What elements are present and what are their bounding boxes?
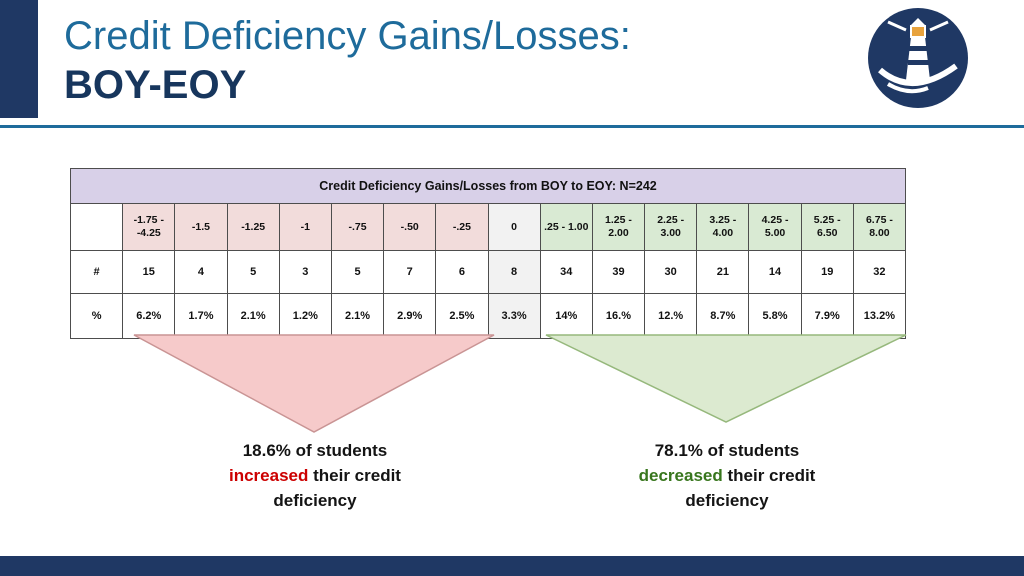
range-header-cell: -1 <box>278 203 332 251</box>
decreased-line2-rest: their credit <box>722 466 816 485</box>
increased-highlight: increased <box>229 466 309 485</box>
count-row-label: # <box>69 250 124 294</box>
count-cell: 21 <box>696 250 750 294</box>
range-header-cell: -.50 <box>383 203 437 251</box>
credit-deficiency-table: Credit Deficiency Gains/Losses from BOY … <box>69 168 907 339</box>
increased-annotation: 18.6% of students increased their credit… <box>200 438 430 513</box>
percent-row-label: % <box>69 293 124 339</box>
count-cell: 6 <box>435 250 489 294</box>
title-divider-line <box>0 125 1024 128</box>
count-cell: 5 <box>330 250 385 294</box>
percent-cell: 14% <box>539 293 593 339</box>
range-header-cell: -.75 <box>330 203 385 251</box>
count-cell: 7 <box>383 250 437 294</box>
range-header-cell: -.25 <box>435 203 489 251</box>
decreased-annotation: 78.1% of students decreased their credit… <box>612 438 842 513</box>
range-header-cell: -1.75 - -4.25 <box>122 203 176 251</box>
range-header-cell: 0 <box>487 203 541 251</box>
range-header-cell: 1.25 - 2.00 <box>591 203 646 251</box>
table-header-row: -1.75 - -4.25 -1.5 -1.25 -1 -.75 -.50 -.25 0.25… <box>69 203 907 251</box>
percent-cell: 2.1% <box>330 293 385 339</box>
funnel-layer <box>133 334 907 433</box>
percent-cell: 1.2% <box>278 293 332 339</box>
left-accent-bar <box>0 0 38 118</box>
table-title: Credit Deficiency Gains/Losses from BOY … <box>70 168 906 204</box>
percent-cell: 5.8% <box>748 293 802 339</box>
slide-title-line2: BOY-EOY <box>64 63 247 107</box>
count-cell: 14 <box>748 250 802 294</box>
percent-cell: 8.7% <box>696 293 750 339</box>
percent-cell: 1.7% <box>174 293 228 339</box>
bottom-accent-bar <box>0 556 1024 576</box>
count-cell: 19 <box>800 250 854 294</box>
range-header-cell: .25 - 1.00 <box>539 203 593 251</box>
increased-line2-rest: their credit <box>308 466 401 485</box>
count-cell: 32 <box>852 250 907 294</box>
count-cell: 15 <box>122 250 176 294</box>
range-header-cell: 6.75 - 8.00 <box>852 203 907 251</box>
range-header-cell: -1.25 <box>226 203 280 251</box>
decreased-line3: deficiency <box>685 491 769 510</box>
percent-cell: 12.% <box>644 293 698 339</box>
range-header-cell: 5.25 - 6.50 <box>800 203 854 251</box>
lighthouse-logo <box>866 6 970 110</box>
range-header-cell: 2.25 - 3.00 <box>644 203 698 251</box>
table-title-row: Credit Deficiency Gains/Losses from BOY … <box>70 168 906 204</box>
percent-cell: 3.3% <box>487 293 541 339</box>
count-cell: 8 <box>487 250 541 294</box>
increased-line2: increased their credit <box>200 463 430 488</box>
range-header-cell: 4.25 - 5.00 <box>748 203 802 251</box>
count-cell: 39 <box>591 250 646 294</box>
percent-row: % 6.2% 1.7% 2.1% 1.2% 2.1% 2.9% 2.5% 3.3% 14% 16.… <box>69 293 907 339</box>
increased-funnel-shape <box>133 334 495 433</box>
decreased-highlight: decreased <box>638 466 723 485</box>
percent-cell: 2.9% <box>383 293 437 339</box>
count-cell: 4 <box>174 250 228 294</box>
percent-cell: 2.5% <box>435 293 489 339</box>
range-header-cell: 3.25 - 4.00 <box>696 203 750 251</box>
count-cell: 5 <box>226 250 280 294</box>
count-cell: 30 <box>644 250 698 294</box>
slide-title: Credit Deficiency Gains/Losses: BOY-EOY <box>64 12 631 110</box>
percent-cell: 6.2% <box>122 293 176 339</box>
increased-line1: 18.6% of students <box>242 441 388 460</box>
range-header-cell: -1.5 <box>174 203 228 251</box>
decreased-line2: decreased their credit <box>612 463 842 488</box>
increased-line3: deficiency <box>273 491 357 510</box>
slide-title-line1: Credit Deficiency Gains/Losses: <box>64 14 631 58</box>
count-row: # 15 4 5 3 5 7 6 8 34 39 30 21 14 19 32 <box>69 250 907 294</box>
decreased-funnel-shape <box>545 334 907 423</box>
percent-cell: 7.9% <box>800 293 854 339</box>
count-cell: 3 <box>278 250 332 294</box>
percent-cell: 13.2% <box>852 293 907 339</box>
percent-cell: 16.% <box>591 293 646 339</box>
count-cell: 34 <box>539 250 593 294</box>
percent-cell: 2.1% <box>226 293 280 339</box>
lighthouse-icon <box>868 8 968 108</box>
corner-cell <box>69 203 124 251</box>
decreased-line1: 78.1% of students <box>654 441 800 460</box>
